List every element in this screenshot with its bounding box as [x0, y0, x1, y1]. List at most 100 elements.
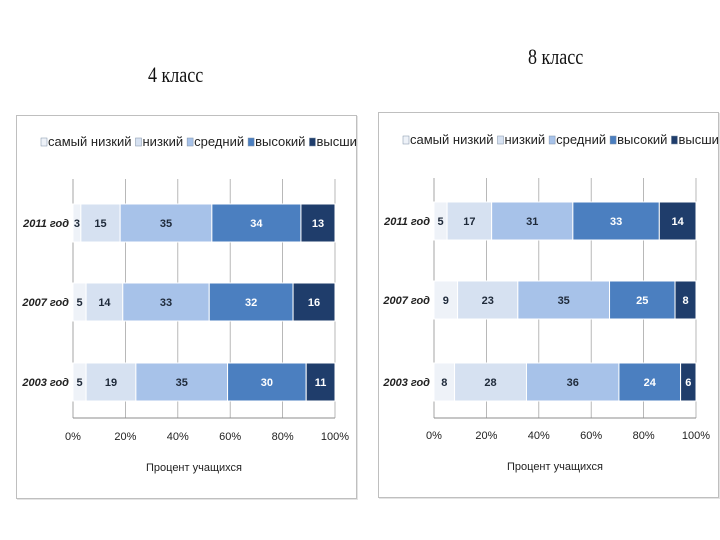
bar-segment-2-2	[135, 362, 229, 402]
legend-swatch-4	[309, 137, 316, 147]
bar-label-2-3: 24	[644, 377, 657, 389]
category-label-2: 2003 год	[382, 377, 430, 389]
bar-label-0-2: 31	[526, 216, 538, 228]
legend-swatch-2	[548, 135, 556, 145]
category-label-0: 2011 год	[383, 216, 430, 228]
legend-label-0: самый низкий	[48, 134, 132, 149]
category-label-0: 2011 год	[22, 218, 69, 230]
bar-segment-1-3	[609, 280, 676, 320]
bar-label-1-4: 16	[308, 297, 320, 309]
legend-swatch-4	[671, 135, 678, 145]
x-tick-label-5: 100%	[682, 430, 710, 442]
x-tick-label-2: 40%	[167, 431, 189, 443]
bar-label-2-0: 8	[441, 377, 447, 389]
bar-label-1-3: 25	[636, 295, 648, 307]
bar-row-1: 9 23 35 25 8	[433, 280, 697, 320]
bar-label-1-1: 23	[482, 295, 494, 307]
bar-label-0-1: 15	[94, 218, 106, 230]
bar-segment-0-2	[491, 201, 574, 241]
bar-label-2-1: 19	[105, 377, 117, 389]
x-tick-label-0: 0%	[426, 430, 442, 442]
legend: самый низкий низкий средний высокий высший	[40, 134, 356, 149]
x-axis-title: Процент учащихся	[146, 462, 242, 474]
x-tick-label-1: 20%	[114, 431, 136, 443]
bar-label-0-1: 17	[463, 216, 475, 228]
legend-label-4: высший	[678, 132, 718, 147]
x-tick-label-4: 80%	[272, 431, 294, 443]
legend-label-1: низкий	[143, 134, 184, 149]
bar-segment-2-4	[305, 362, 336, 402]
bar-label-1-3: 32	[245, 297, 257, 309]
bar-label-2-2: 36	[567, 377, 579, 389]
bar-segment-1-2	[517, 280, 611, 320]
bar-label-0-0: 5	[437, 216, 443, 228]
chart-title-grade-4: 4 класс	[148, 62, 204, 87]
legend-label-0: самый низкий	[410, 132, 494, 147]
legend-label-3: высокий	[617, 132, 667, 147]
legend: самый низкий низкий средний высокий высший	[402, 132, 718, 147]
bar-label-1-4: 8	[682, 295, 688, 307]
legend-swatch-3	[609, 135, 617, 145]
bar-row-0: 5 17 31 33 14	[433, 201, 697, 241]
bar-segment-2-3	[618, 362, 682, 402]
bar-label-2-2: 35	[176, 377, 188, 389]
bar-label-2-0: 5	[76, 377, 82, 389]
chart-grade-4: самый низкий низкий средний высокий высший 3 1…	[21, 134, 356, 474]
bar-segment-2-4	[680, 362, 697, 402]
legend-label-2: средний	[556, 132, 606, 147]
legend-label-3: высокий	[255, 134, 305, 149]
legend-swatch-1	[135, 137, 142, 147]
chart-panel-grade-4: самый низкий низкий средний высокий высший 3 1…	[16, 115, 357, 499]
bar-label-0-4: 13	[312, 218, 324, 230]
x-tick-label-2: 40%	[528, 430, 550, 442]
bar-segment-0-4	[300, 203, 336, 243]
x-tick-label-4: 80%	[633, 430, 655, 442]
bar-segment-2-2	[525, 362, 620, 402]
legend-swatch-1	[497, 135, 504, 145]
bar-segment-0-1	[80, 203, 121, 243]
legend-label-4: высший	[316, 134, 356, 149]
legend-swatch-2	[186, 137, 194, 147]
bar-label-1-2: 33	[160, 297, 172, 309]
bar-label-2-4: 11	[315, 377, 327, 389]
bar-segment-0-4	[658, 201, 697, 241]
bar-label-2-1: 28	[484, 377, 496, 389]
bar-label-0-3: 33	[610, 216, 622, 228]
bar-label-0-2: 35	[160, 218, 172, 230]
bar-label-1-2: 35	[558, 295, 570, 307]
legend-swatch-3	[247, 137, 255, 147]
bar-label-1-1: 14	[98, 297, 111, 309]
x-axis-title: Процент учащихся	[507, 461, 603, 473]
category-label-1: 2007 год	[21, 297, 69, 309]
bar-segment-2-1	[85, 362, 137, 402]
x-tick-label-0: 0%	[65, 431, 81, 443]
legend-label-1: низкий	[505, 132, 546, 147]
category-label-2: 2003 год	[21, 377, 69, 389]
bar-segment-2-3	[227, 362, 307, 402]
legend-swatch-0	[402, 135, 410, 145]
x-tick-label-1: 20%	[475, 430, 497, 442]
category-label-1: 2007 год	[382, 295, 430, 307]
bar-label-1-0: 5	[76, 297, 82, 309]
bar-segment-1-4	[292, 282, 336, 322]
x-tick-label-5: 100%	[321, 431, 349, 443]
bar-label-0-3: 34	[250, 218, 263, 230]
bar-row-0: 3 15 35 34 13	[72, 203, 336, 243]
x-tick-label-3: 60%	[219, 431, 241, 443]
legend-swatch-0	[40, 137, 48, 147]
chart-grade-8: самый низкий низкий средний высокий высший 5 1…	[382, 132, 718, 473]
chart-panel-grade-8: самый низкий низкий средний высокий высший 5 1…	[378, 112, 719, 498]
bar-segment-0-3	[211, 203, 302, 243]
bar-row-1: 5 14 33 32 16	[72, 282, 336, 322]
legend-label-2: средний	[194, 134, 244, 149]
bar-segment-0-1	[446, 201, 493, 241]
chart-title-grade-8: 8 класс	[528, 44, 584, 69]
bar-label-2-4: 6	[685, 377, 691, 389]
bar-label-0-4: 14	[672, 216, 685, 228]
bar-label-1-0: 9	[443, 295, 449, 307]
bar-label-0-0: 3	[74, 218, 80, 230]
x-tick-label-3: 60%	[580, 430, 602, 442]
bar-row-2: 8 28 36 24 6	[433, 362, 697, 402]
bar-row-2: 5 19 35 30 11	[72, 362, 336, 402]
bar-label-2-3: 30	[261, 377, 273, 389]
